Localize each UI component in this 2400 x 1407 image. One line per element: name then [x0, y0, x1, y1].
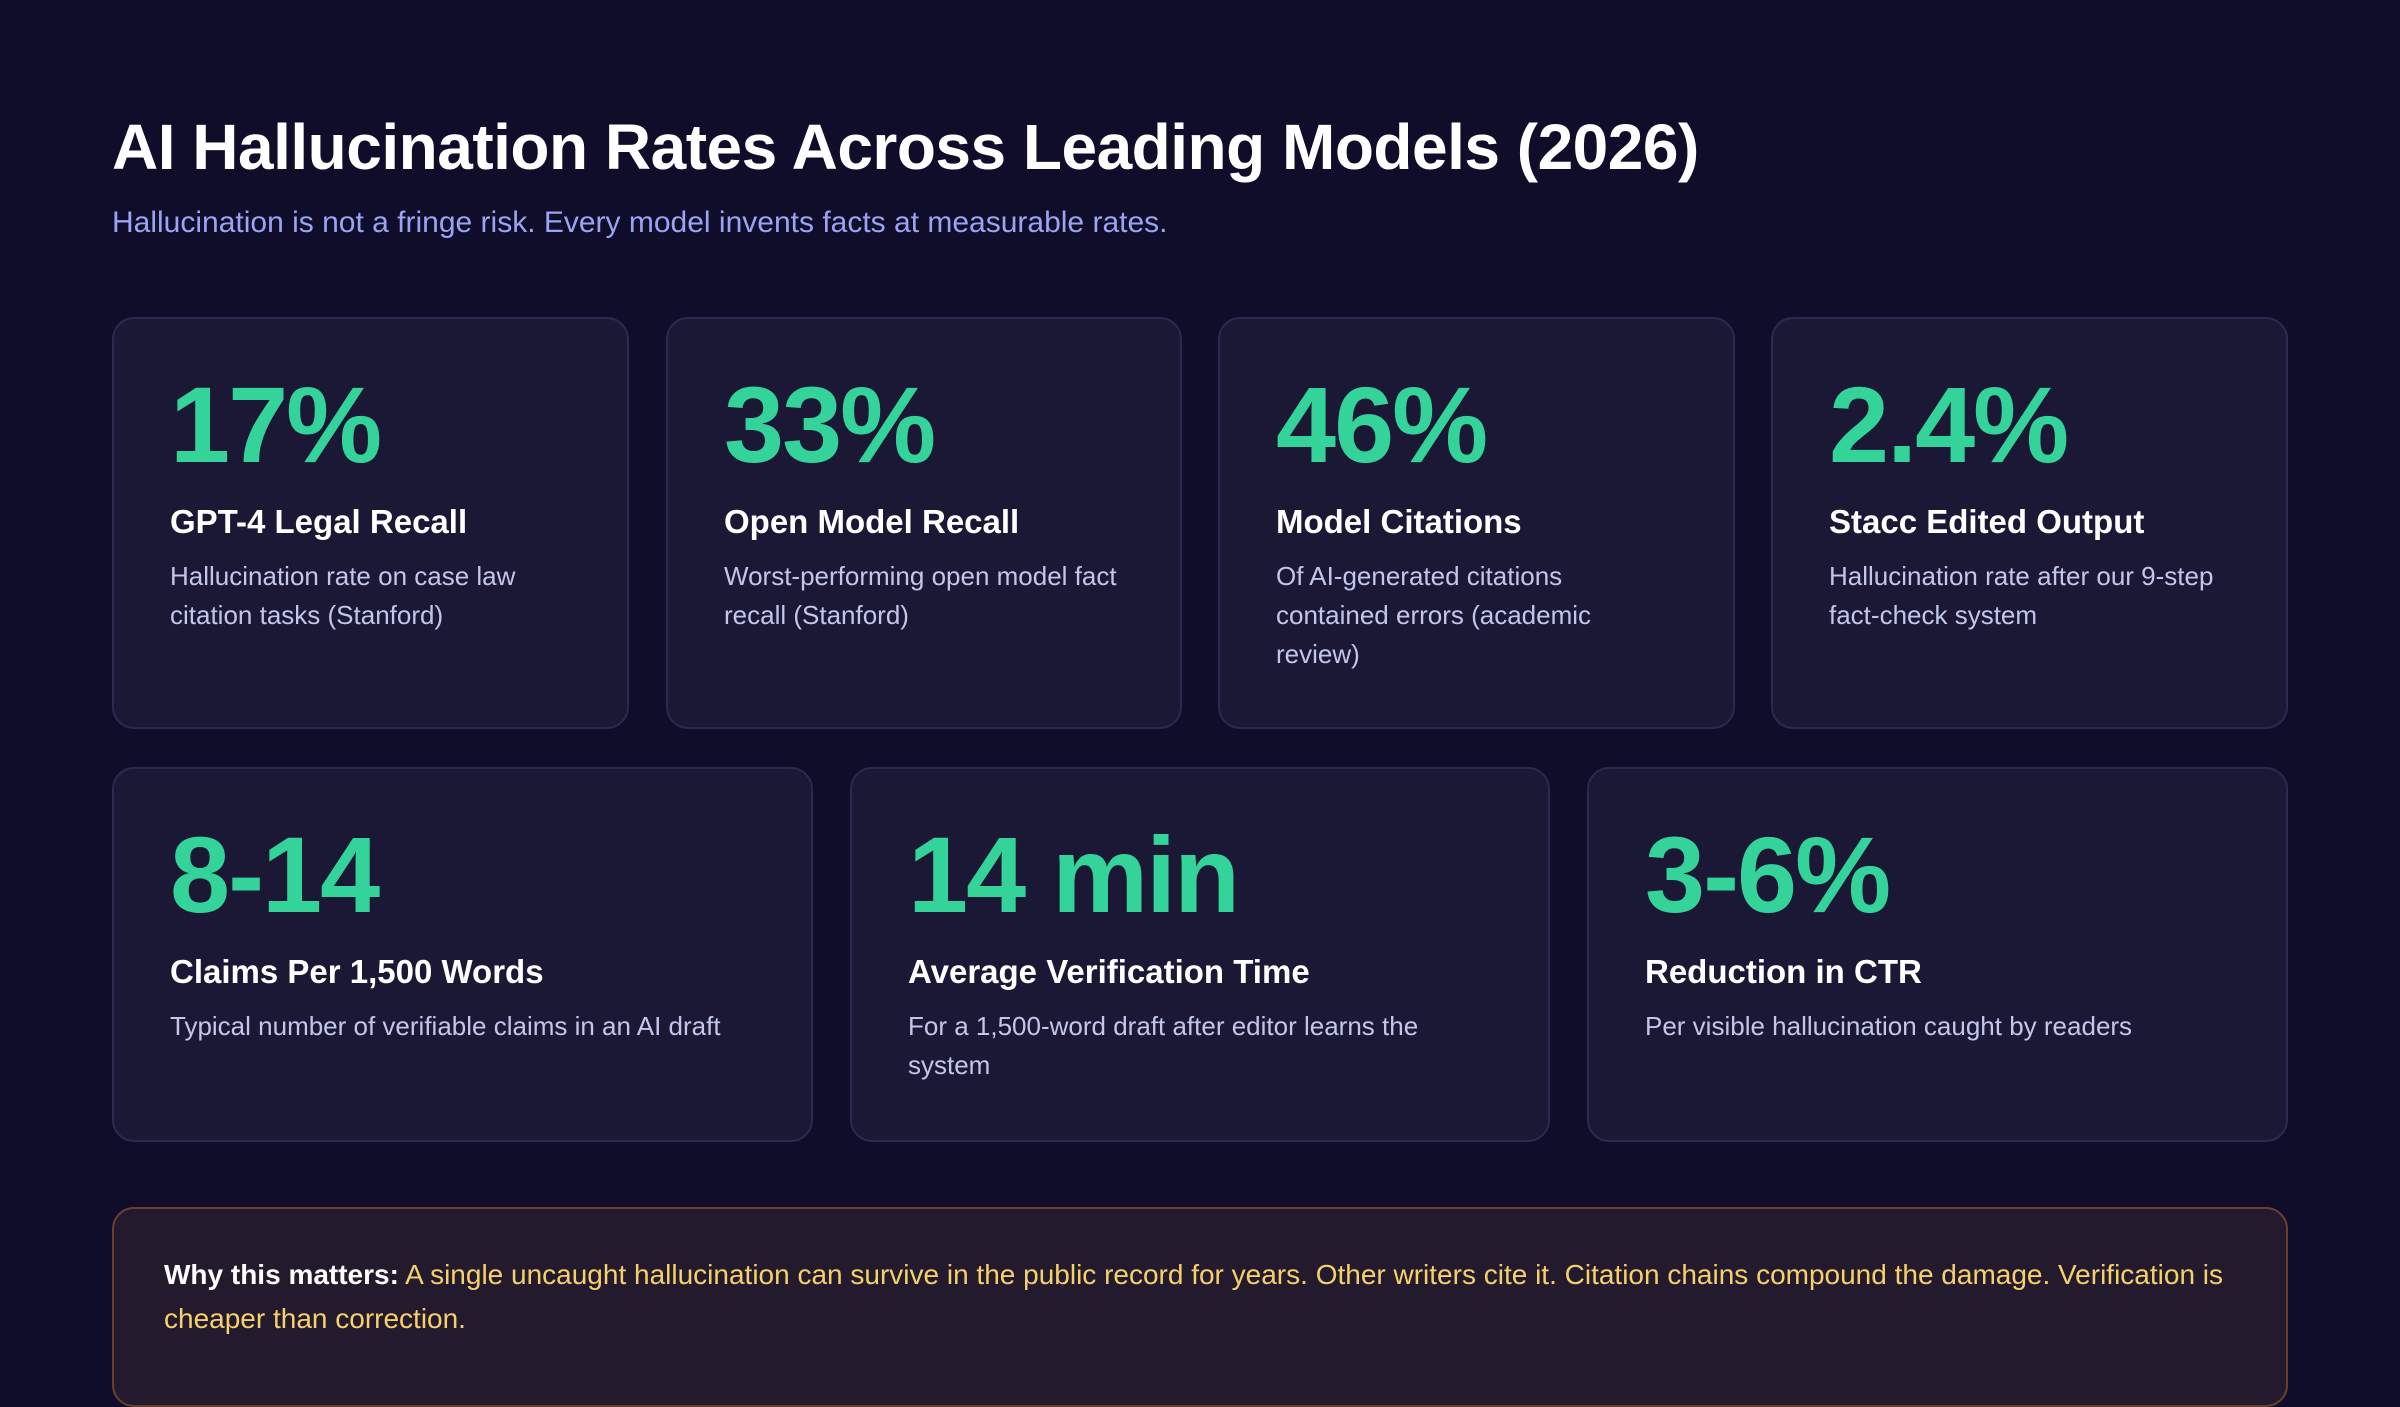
stat-value: 17% [170, 364, 382, 485]
stat-label: Open Model Recall [724, 503, 1020, 540]
stat-description: Of AI-generated citations contained erro… [1276, 561, 1592, 669]
page-title: AI Hallucination Rates Across Leading Mo… [112, 111, 1699, 183]
stat-value: 14 min [908, 814, 1240, 935]
stat-label: Model Citations [1276, 503, 1522, 540]
why-this-matters-callout: Why this matters: A single uncaught hall… [112, 1207, 2288, 1407]
stat-card-verification-time: 14 min Average Verification Time For a 1… [850, 767, 1550, 1142]
stat-card-gpt4-legal-recall: 17% GPT-4 Legal Recall Hallucination rat… [112, 317, 629, 729]
stat-card-stacc-edited-output: 2.4% Stacc Edited Output Hallucination r… [1771, 317, 2288, 729]
stat-value: 46% [1276, 364, 1488, 485]
stat-description: Hallucination rate after our 9-step fact… [1829, 561, 2214, 630]
stat-label: Average Verification Time [908, 953, 1310, 990]
stat-description: Typical number of verifiable claims in a… [170, 1011, 721, 1041]
callout-text: A single uncaught hallucination can surv… [164, 1259, 2224, 1334]
stat-label: Claims Per 1,500 Words [170, 953, 544, 990]
stat-value: 3-6% [1645, 814, 1891, 935]
stat-card-model-citations: 46% Model Citations Of AI-generated cita… [1218, 317, 1735, 729]
stat-card-claims-per-words: 8-14 Claims Per 1,500 Words Typical numb… [112, 767, 813, 1142]
stat-value: 2.4% [1829, 364, 2069, 485]
callout-lead: Why this matters: [164, 1259, 399, 1290]
page-subtitle: Hallucination is not a fringe risk. Ever… [112, 206, 1168, 239]
stat-card-ctr-reduction: 3-6% Reduction in CTR Per visible halluc… [1587, 767, 2288, 1142]
stat-label: Stacc Edited Output [1829, 503, 2145, 540]
stat-label: Reduction in CTR [1645, 953, 1922, 990]
stat-description: Per visible hallucination caught by read… [1645, 1011, 2133, 1041]
stat-description: Worst-performing open model fact recall … [724, 561, 1117, 630]
stat-card-open-model-recall: 33% Open Model Recall Worst-performing o… [666, 317, 1182, 729]
stat-description: For a 1,500-word draft after editor lear… [908, 1011, 1419, 1080]
stat-value: 8-14 [170, 814, 380, 935]
stat-description: Hallucination rate on case law citation … [170, 561, 516, 630]
stat-value: 33% [724, 364, 936, 485]
stat-label: GPT-4 Legal Recall [170, 503, 468, 540]
